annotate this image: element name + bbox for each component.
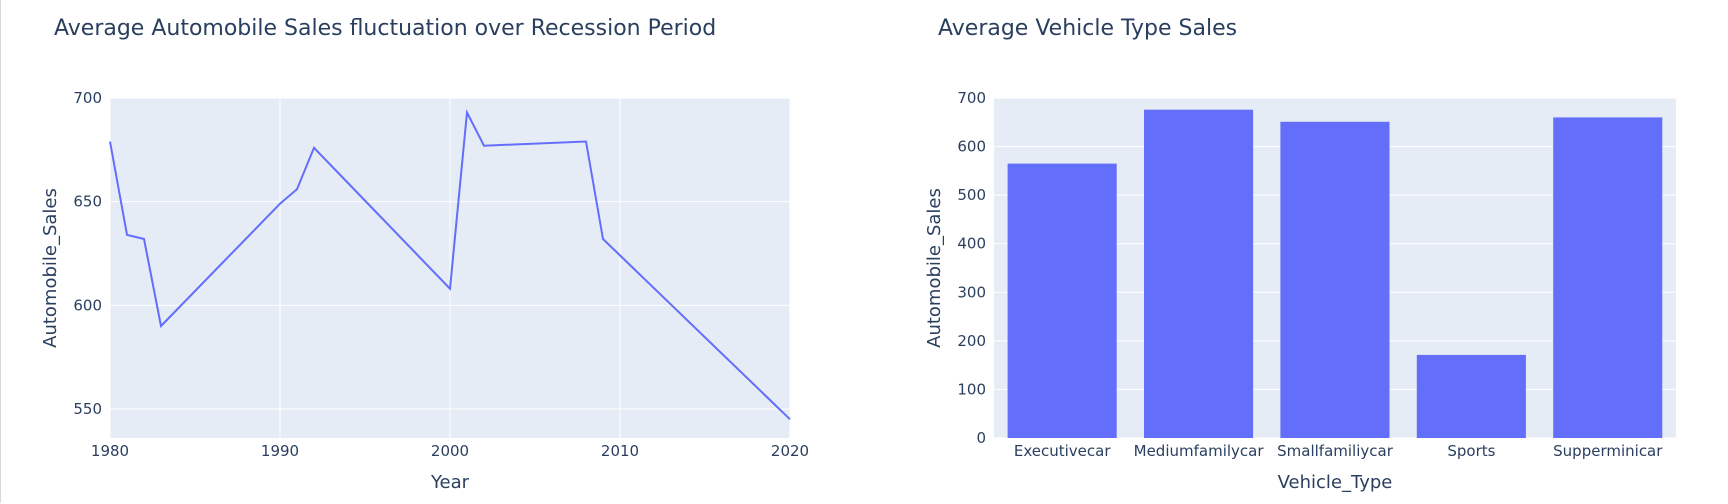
line-chart-y-tick-labels: 550 600 650 700 — [73, 89, 102, 418]
bar-series — [1007, 109, 1663, 439]
line-chart-x-axis-label: Year — [430, 472, 470, 493]
line-chart-title: Average Automobile Sales fluctuation ove… — [54, 16, 716, 41]
x-tick-label: 2000 — [431, 442, 469, 460]
y-tick-label: 0 — [976, 429, 986, 447]
bar-chart-x-tick-labels: Executivecar Mediumfamilycar Smallfamiliyc… — [1014, 442, 1663, 460]
x-tick-label: Supperminicar — [1553, 442, 1663, 460]
bar-chart-title: Average Vehicle Type Sales — [938, 16, 1237, 41]
y-tick-label: 100 — [957, 380, 986, 398]
bar-chart: Average Vehicle Type Sales 0 100 200 300 400… — [924, 16, 1676, 493]
bar-supperminicar — [1553, 117, 1663, 439]
bar-smallfamiliycar — [1280, 121, 1390, 439]
x-tick-label: Executivecar — [1014, 442, 1111, 460]
line-chart-y-axis-label: Automobile_Sales — [40, 188, 61, 348]
x-tick-label: 1980 — [91, 442, 129, 460]
line-chart: Average Automobile Sales fluctuation ove… — [40, 16, 809, 493]
x-tick-label: 1990 — [261, 442, 299, 460]
y-tick-label: 600 — [957, 138, 986, 156]
x-tick-label: Smallfamiliycar — [1277, 442, 1394, 460]
y-tick-label: 300 — [957, 283, 986, 301]
bar-sports — [1416, 354, 1526, 438]
x-tick-label: Mediumfamilycar — [1134, 442, 1265, 460]
y-tick-label: 200 — [957, 332, 986, 350]
y-tick-label: 700 — [957, 89, 986, 107]
line-chart-gridlines — [109, 97, 791, 438]
line-series — [109, 109, 791, 421]
x-tick-label: 2020 — [771, 442, 809, 460]
bar-chart-y-axis-label: Automobile_Sales — [924, 188, 945, 348]
y-tick-label: 400 — [957, 235, 986, 253]
bar-executivecar — [1007, 163, 1117, 438]
y-tick-label: 600 — [73, 296, 102, 314]
y-tick-label: 550 — [73, 400, 102, 418]
y-tick-label: 700 — [73, 89, 102, 107]
bar-mediumfamilycar — [1144, 109, 1254, 438]
x-tick-label: Sports — [1447, 442, 1495, 460]
y-tick-label: 500 — [957, 186, 986, 204]
bar-chart-y-tick-labels: 0 100 200 300 400 500 600 700 — [957, 89, 986, 447]
bar-chart-x-axis-label: Vehicle_Type — [1278, 472, 1393, 493]
x-tick-label: 2010 — [601, 442, 639, 460]
y-tick-label: 650 — [73, 193, 102, 211]
line-chart-x-tick-labels: 1980 1990 2000 2010 2020 — [91, 442, 809, 460]
